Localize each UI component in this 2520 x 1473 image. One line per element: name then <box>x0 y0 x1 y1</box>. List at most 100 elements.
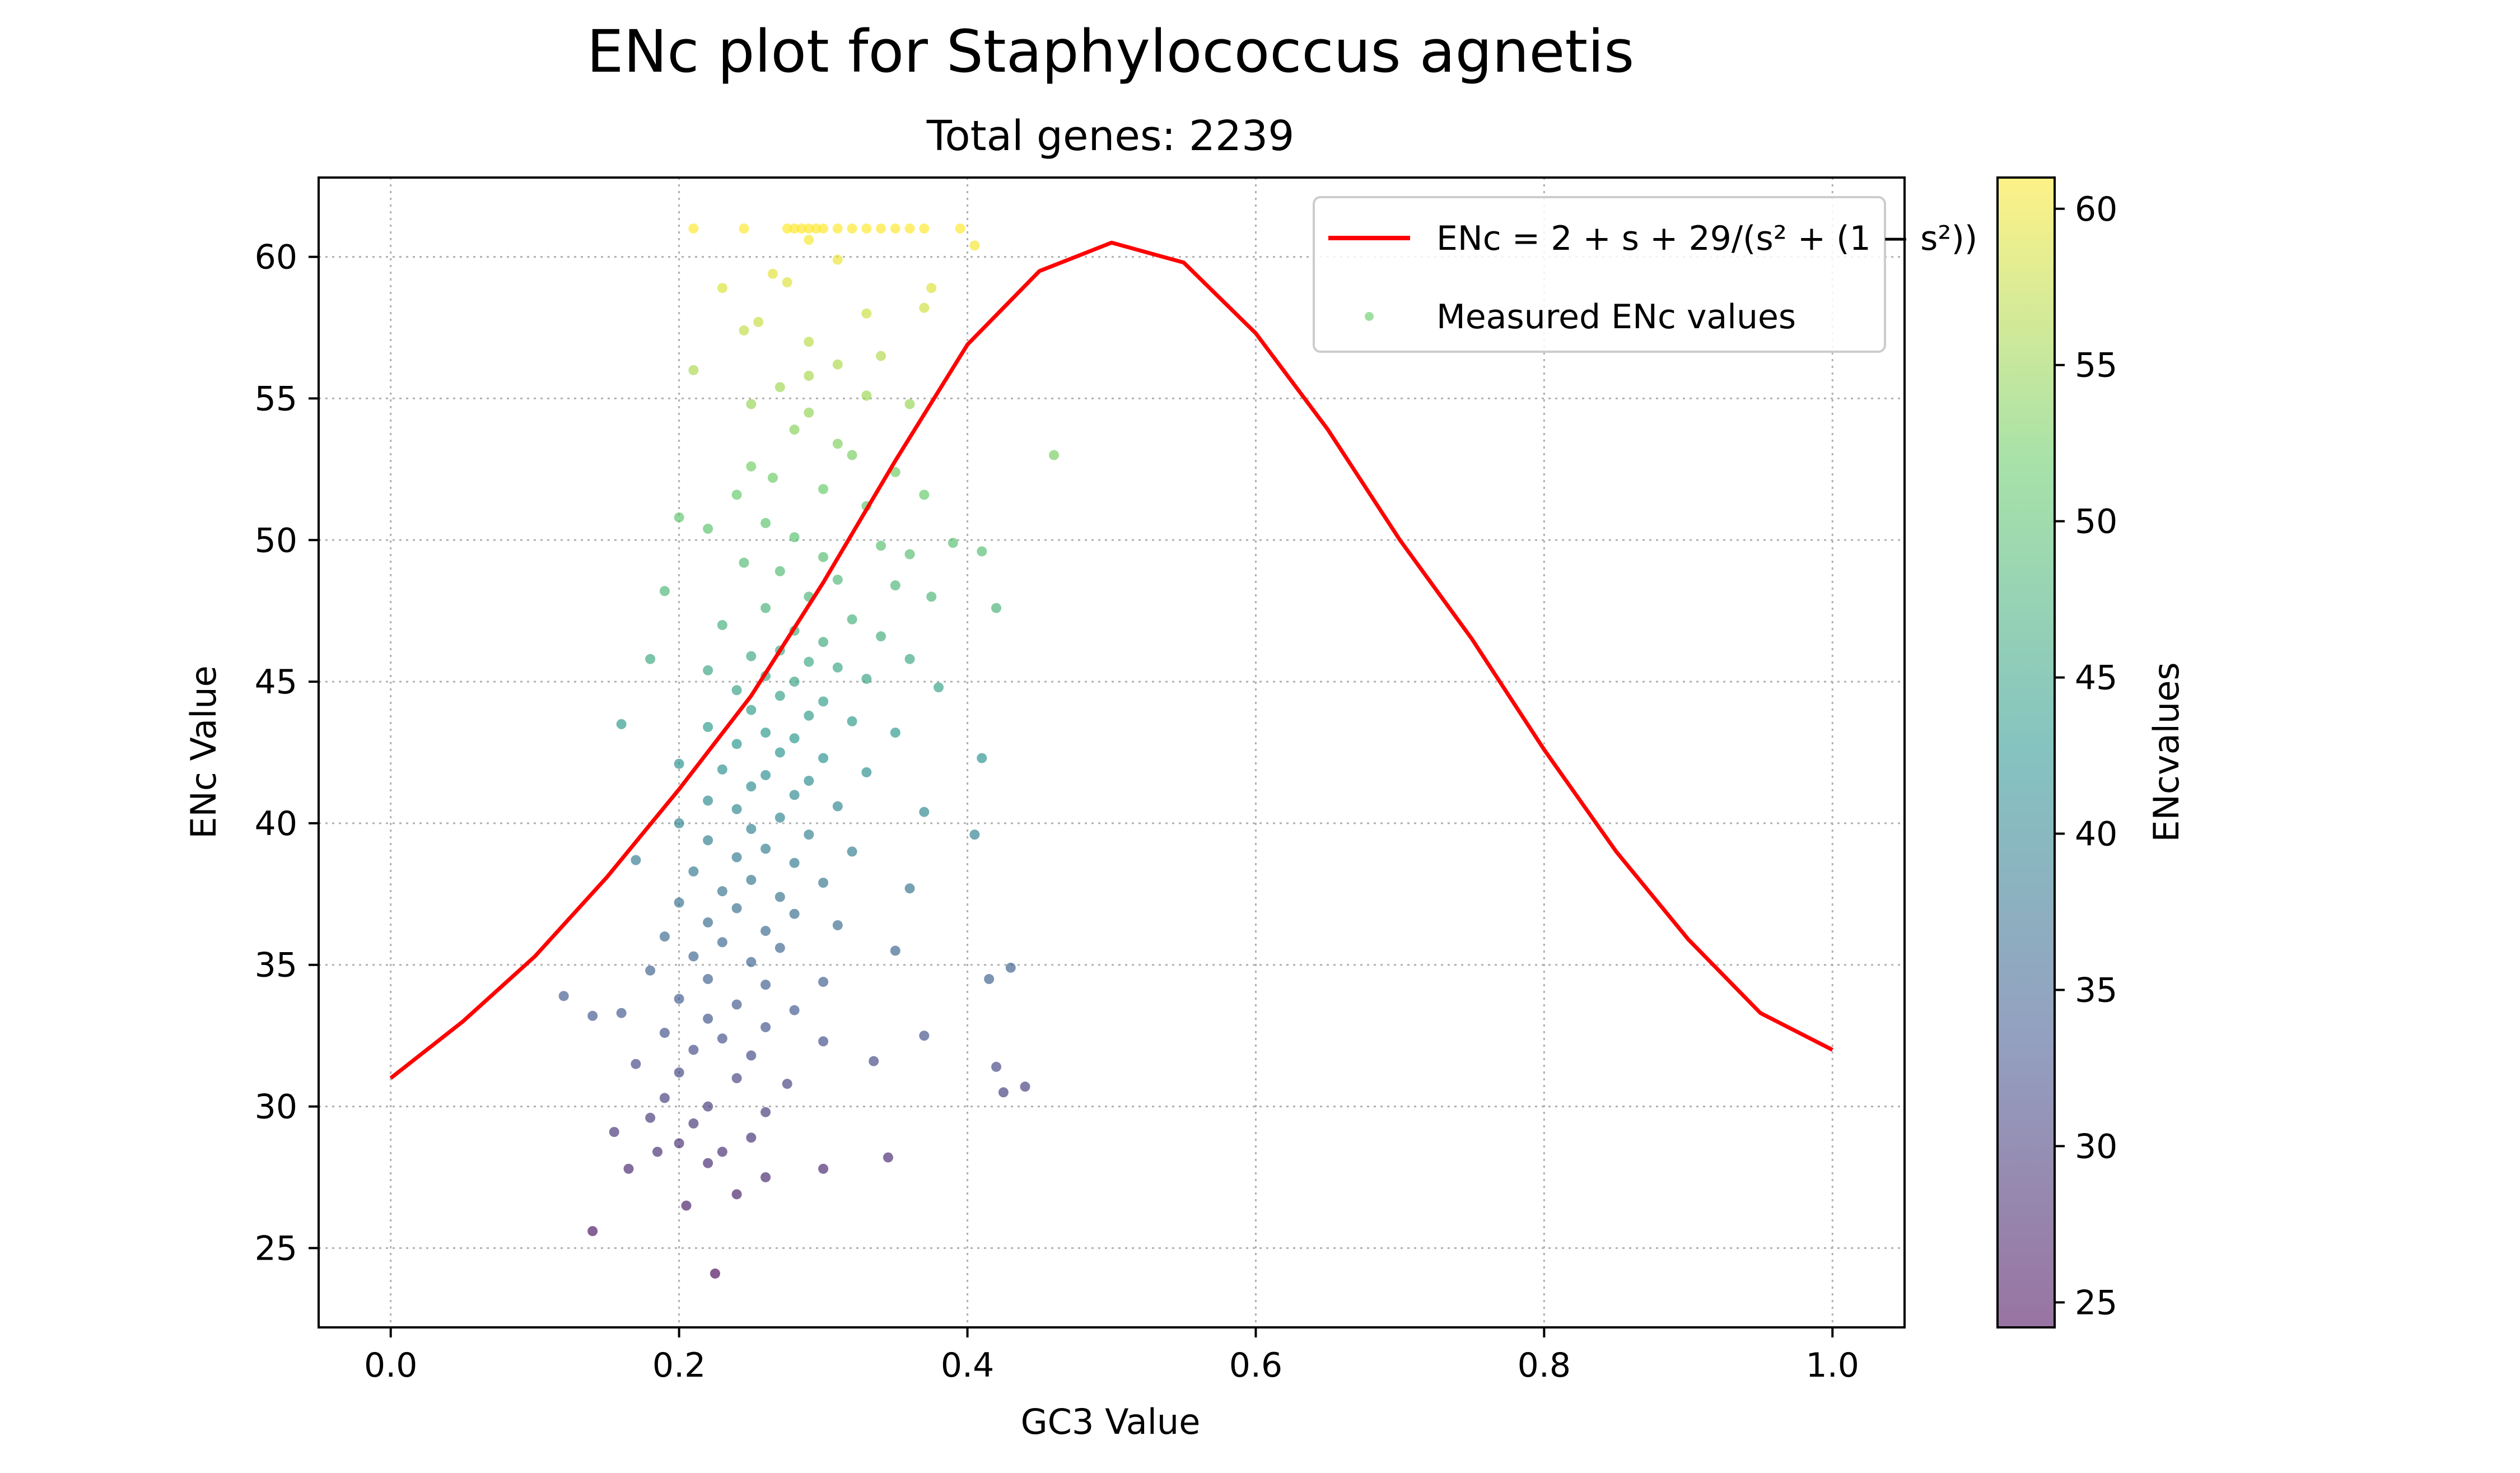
data-point <box>832 662 843 673</box>
data-point <box>811 223 822 234</box>
legend-points-label: Measured ENc values <box>1436 297 1796 337</box>
data-point <box>731 490 742 500</box>
scatter-points <box>558 223 1060 1279</box>
colorbar-tick-label: 55 <box>2075 346 2117 385</box>
data-point <box>789 1005 800 1015</box>
data-point <box>818 977 829 987</box>
data-point <box>904 399 915 409</box>
data-point <box>760 603 771 613</box>
data-point <box>731 804 742 814</box>
data-point <box>774 382 785 393</box>
data-point <box>717 283 727 293</box>
data-point <box>731 852 742 863</box>
data-point <box>876 351 886 361</box>
data-point <box>688 223 699 234</box>
data-point <box>609 1127 619 1138</box>
data-point <box>774 943 785 953</box>
data-point <box>774 691 785 701</box>
data-point <box>746 875 757 885</box>
gridlines <box>319 178 1905 1327</box>
data-point <box>753 316 764 327</box>
data-point <box>703 795 713 806</box>
data-point <box>731 1073 742 1084</box>
data-point <box>674 818 684 828</box>
data-point <box>717 937 727 948</box>
colorbar-tick-label: 60 <box>2075 190 2117 229</box>
legend-box <box>1313 196 1886 353</box>
data-point <box>717 1146 727 1157</box>
data-point <box>789 857 800 868</box>
data-point <box>645 654 656 664</box>
data-point <box>847 614 857 624</box>
data-point <box>703 665 713 675</box>
data-point <box>746 957 757 967</box>
y-tick-label: 25 <box>255 1229 297 1268</box>
data-point <box>774 812 785 823</box>
x-tick-label: 0.0 <box>364 1346 417 1385</box>
legend-points-swatch <box>1365 312 1374 321</box>
data-point <box>703 524 713 534</box>
legend: ENc = 2 + s + 29/(s² + (1 − s²)) Measure… <box>1313 196 1977 353</box>
data-point <box>558 991 569 1001</box>
data-point <box>674 1067 684 1078</box>
colorbar-label: ENcvalues <box>2146 662 2187 842</box>
data-point <box>847 846 857 857</box>
data-point <box>746 1132 757 1143</box>
colorbar-frame <box>1996 176 2056 1329</box>
data-point <box>731 903 742 913</box>
data-point <box>818 878 829 888</box>
data-point <box>717 764 727 775</box>
plot-area <box>319 178 1905 1327</box>
data-point <box>789 532 800 543</box>
curve-layer <box>389 240 1833 1080</box>
data-point <box>861 767 872 777</box>
data-point <box>890 223 900 234</box>
data-point <box>717 886 727 897</box>
data-point <box>774 892 785 902</box>
x-tick-label: 1.0 <box>1806 1346 1859 1385</box>
data-point <box>948 538 958 548</box>
colorbar-tick-label: 40 <box>2075 815 2117 854</box>
data-point <box>977 753 987 763</box>
data-point <box>832 359 843 370</box>
data-point <box>767 268 778 279</box>
data-point <box>703 1013 713 1024</box>
data-point <box>746 1050 757 1061</box>
data-point <box>587 1226 598 1237</box>
expected-enc-curve <box>389 240 1833 1080</box>
data-point <box>919 807 930 817</box>
data-point <box>1049 450 1060 460</box>
x-tick-label: 0.2 <box>652 1346 706 1385</box>
data-point <box>674 758 684 769</box>
data-point <box>645 1112 656 1123</box>
data-point <box>818 637 829 647</box>
data-point <box>804 710 814 721</box>
data-point <box>919 1031 930 1041</box>
data-point <box>760 980 771 990</box>
data-point <box>760 926 771 936</box>
data-point <box>789 223 800 234</box>
data-point <box>688 1118 699 1129</box>
data-point <box>746 461 757 472</box>
data-point <box>861 674 872 684</box>
data-point <box>739 325 749 336</box>
x-axis-ticks: 0.0 0.2 0.4 0.6 0.8 1.0 <box>364 1327 1859 1385</box>
data-point <box>746 824 757 835</box>
data-point <box>674 897 684 908</box>
data-point <box>659 586 670 596</box>
data-point <box>818 484 829 495</box>
data-point <box>991 1061 1002 1072</box>
data-point <box>717 1033 727 1044</box>
data-point <box>674 512 684 523</box>
data-point <box>760 518 771 528</box>
data-point <box>904 549 915 560</box>
data-point <box>890 728 900 738</box>
data-point <box>818 1163 829 1174</box>
data-point <box>760 1022 771 1032</box>
data-point <box>998 1087 1009 1098</box>
data-point <box>1005 962 1016 973</box>
y-tick-label: 30 <box>255 1088 297 1127</box>
chart-title: ENc plot for Staphylococcus agnetis <box>587 17 1635 86</box>
data-point <box>710 1268 720 1279</box>
data-point <box>991 603 1002 613</box>
